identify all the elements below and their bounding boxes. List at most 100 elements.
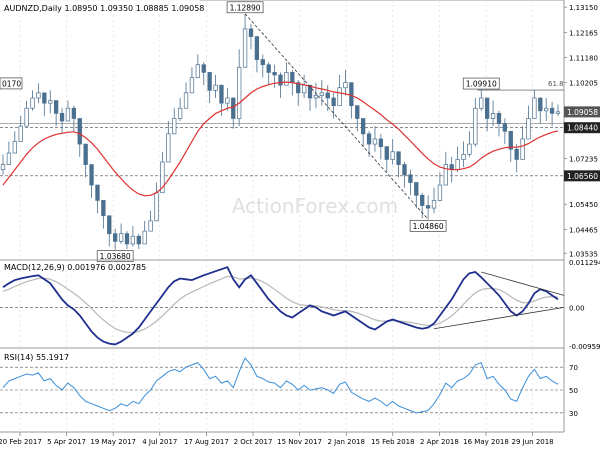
candle-body: [148, 220, 153, 232]
candle-body: [83, 143, 88, 165]
macd-grid: [0, 260, 564, 348]
candle-body: [59, 113, 65, 122]
x-axis-label: 16 May 2018: [463, 438, 509, 446]
x-axis-label: 17 Aug 2017: [184, 438, 229, 446]
candle-body: [437, 184, 443, 201]
macd-panel: 0.011294 0.00 -0.009594 MACD(12,26,9) 0.00…: [0, 259, 600, 351]
candle-body: [473, 107, 478, 145]
candle-body: [396, 151, 401, 165]
candle-body: [71, 107, 77, 119]
candle-body: [278, 74, 283, 86]
candle-body: [544, 107, 549, 112]
candle-body: [549, 107, 555, 114]
candle-body: [36, 92, 41, 99]
candle-body: [538, 97, 543, 112]
candle-body: [118, 233, 124, 242]
left-edge-tag-label: 0170: [2, 79, 21, 88]
price-annotation-box: [409, 219, 447, 232]
candle-body: [231, 97, 236, 119]
candle-body: [260, 59, 265, 66]
candle-body: [95, 184, 100, 201]
candle-body: [532, 97, 537, 119]
candle-body: [266, 64, 271, 73]
watermark: ActionForex.com: [232, 194, 398, 218]
candle-body: [555, 111, 561, 114]
price-y-tick-label: 1.10205: [569, 80, 598, 88]
macd-title: MACD(12,26,9) 0.001976 0.002785: [4, 263, 146, 272]
rsi-grid: [0, 348, 564, 432]
x-axis-label: 29 Jun 2018: [512, 438, 554, 446]
rsi-y-tick-label: 30: [569, 410, 578, 418]
price-annotation-box: [226, 1, 264, 14]
macd-trendlines: [433, 271, 565, 330]
candle-body: [319, 92, 324, 96]
price-y-tick-label: 1.07235: [569, 156, 598, 164]
candle-body: [142, 230, 147, 245]
macd-y-tick-labels: 0.011294 0.00 -0.009594: [569, 259, 600, 351]
candle-body: [343, 82, 348, 89]
candle-body: [89, 164, 94, 186]
candle-body: [484, 97, 490, 119]
candle-body: [361, 118, 366, 135]
candle-body: [254, 36, 260, 60]
candle-body: [443, 164, 448, 186]
rsi-title: RSI(14) 55.1917: [4, 353, 69, 362]
left-edge-tag: [0, 77, 23, 90]
price-y-tick-label: 1.11180: [569, 55, 598, 63]
price-level-tag-label: 1.09058: [567, 108, 598, 117]
candle-body: [30, 97, 35, 109]
candle-body: [414, 182, 419, 196]
candle-body: [53, 100, 59, 114]
candle-body: [355, 105, 360, 119]
candle-body: [166, 133, 171, 163]
candle-body: [520, 138, 525, 160]
price-annotation-label: 1.12890: [230, 3, 261, 12]
price-annotation-label: 1.09910: [466, 80, 497, 89]
x-axis-labels: 20 Feb 2017 5 Apr 2017 19 May 2017 4 Jul 20…: [0, 432, 554, 446]
candle-body: [160, 161, 165, 194]
price-y-tick-label: 1.13150: [569, 4, 598, 12]
candle-body: [77, 118, 82, 145]
price-level-tags: 1.09058 1.08440 1.06560 0170: [0, 77, 600, 182]
candle-body: [0, 164, 6, 171]
candle-body: [313, 95, 319, 99]
candle-body: [242, 28, 248, 68]
candle-body: [479, 97, 484, 109]
candle-body: [237, 66, 242, 119]
candle-body: [349, 82, 354, 107]
macd-trendline: [433, 307, 564, 330]
candle-body: [207, 72, 212, 91]
candle-body: [172, 118, 177, 135]
price-grid: [19, 0, 533, 258]
macd-signal-line: [2, 275, 559, 333]
x-axis-label: 15 Feb 2018: [371, 438, 415, 446]
candle-body: [183, 92, 189, 109]
candle-body: [502, 123, 508, 132]
candle-body: [366, 133, 372, 145]
candle-body: [325, 92, 330, 99]
candle-body: [296, 82, 301, 94]
rsi-line: [2, 357, 559, 414]
price-level-lines: 61.8: [0, 80, 564, 177]
rsi-y-tick-label: 50: [569, 387, 578, 395]
candle-body: [18, 125, 23, 142]
rsi-y-tick-label: 70: [569, 364, 578, 372]
rsi-panel: 70 50 30 RSI(14) 55.1917: [0, 347, 578, 432]
x-axis-label: 4 Jul 2017: [142, 438, 177, 446]
candle-body: [124, 233, 130, 245]
candle-body: [48, 100, 53, 104]
price-trendline: [244, 13, 429, 220]
chart-title: AUDNZD,Daily 1.08950 1.09350 1.08885 1.0…: [4, 4, 204, 13]
macd-y-tick-label: -0.009594: [569, 343, 600, 351]
candle-body: [331, 97, 336, 107]
candle-body: [101, 200, 106, 217]
macd-line: [2, 266, 559, 346]
candle-body: [337, 87, 342, 107]
x-axis-label: 2 Apr 2018: [420, 438, 459, 446]
candle-body: [24, 107, 29, 127]
candle-body: [107, 215, 112, 235]
moving-average-line: [2, 81, 559, 197]
price-annotation-label: 1.03680: [100, 252, 131, 261]
candle-body: [425, 205, 431, 209]
